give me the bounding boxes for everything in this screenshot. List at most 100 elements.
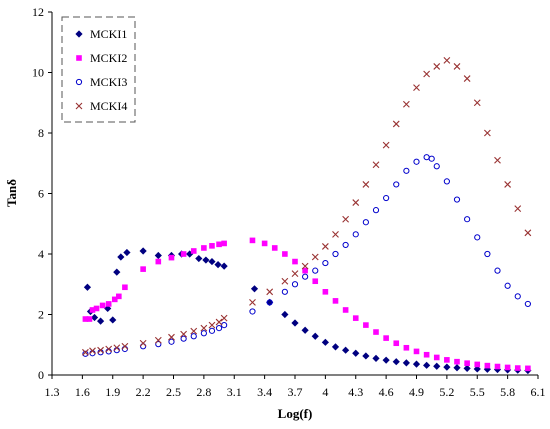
data-point	[433, 362, 441, 370]
data-point	[412, 360, 421, 368]
data-point	[383, 194, 390, 202]
y-tick-label: 6	[38, 187, 44, 201]
data-point	[121, 345, 129, 353]
x-tick-label: 5.2	[439, 385, 454, 399]
x-axis-label: Log(f)	[278, 406, 313, 421]
data-point	[180, 330, 188, 338]
legend-label: MCKI1	[90, 27, 127, 41]
data-point	[281, 277, 289, 285]
data-point	[154, 336, 162, 344]
data-point	[464, 216, 471, 223]
data-point	[97, 346, 104, 354]
legend-marker	[76, 55, 82, 61]
data-point	[514, 205, 522, 213]
legend-item-mcki3: MCKI3	[75, 75, 127, 89]
data-point	[312, 267, 319, 274]
data-point	[209, 243, 215, 249]
data-point	[363, 322, 369, 328]
legend-item-mcki2: MCKI2	[76, 51, 127, 65]
data-point	[484, 250, 491, 258]
data-point	[372, 354, 380, 362]
data-point	[474, 361, 481, 368]
data-point	[454, 358, 460, 365]
x-tick-label: 1.6	[75, 385, 90, 399]
data-point	[524, 229, 532, 237]
data-point	[423, 361, 431, 369]
data-point	[321, 338, 329, 346]
data-point	[453, 196, 461, 203]
data-point	[433, 63, 441, 70]
data-point	[423, 70, 431, 78]
data-point	[464, 360, 470, 367]
x-tick-label: 4.9	[409, 385, 424, 399]
data-point	[89, 347, 96, 355]
data-point	[190, 248, 197, 254]
legend-marker	[75, 102, 83, 110]
data-point	[281, 288, 288, 295]
data-point	[311, 332, 319, 340]
data-point	[99, 302, 106, 309]
data-point	[525, 365, 531, 372]
series-mcki3	[82, 154, 531, 357]
legend-marker	[75, 30, 83, 38]
data-point	[332, 230, 339, 238]
data-point	[261, 240, 268, 247]
data-point	[453, 364, 461, 372]
data-point	[82, 348, 89, 356]
data-point	[123, 248, 131, 257]
data-point	[514, 365, 521, 371]
data-point	[190, 333, 197, 340]
x-tick-label: 2.5	[166, 385, 181, 399]
legend-label: MCKI2	[90, 51, 127, 65]
data-point	[362, 219, 369, 226]
data-point	[168, 333, 175, 341]
data-point	[200, 324, 208, 332]
x-tick-label: 3.4	[257, 385, 272, 399]
data-point	[291, 281, 299, 288]
data-point	[201, 245, 207, 251]
data-point	[113, 268, 121, 276]
y-tick-label: 2	[38, 308, 44, 322]
data-point	[82, 350, 89, 357]
x-tick-label: 1.9	[105, 385, 120, 399]
data-point	[109, 316, 117, 324]
x-tick-label: 6.1	[531, 385, 546, 399]
data-point	[423, 154, 430, 161]
data-point	[362, 352, 370, 360]
legend: MCKI1 MCKI2 MCKI3 MCKI4	[61, 16, 136, 123]
data-point	[332, 250, 339, 258]
data-point	[342, 215, 350, 223]
y-tick-label: 0	[38, 368, 44, 382]
data-point	[221, 321, 228, 329]
data-point	[393, 340, 400, 347]
data-point	[266, 299, 273, 306]
data-point	[383, 335, 389, 341]
data-point	[216, 241, 222, 248]
data-point	[413, 348, 420, 355]
data-point	[372, 207, 380, 214]
data-point	[362, 181, 370, 188]
data-point	[423, 351, 430, 358]
data-point	[282, 251, 288, 257]
x-tick-label: 3.7	[288, 385, 303, 399]
data-point	[392, 120, 400, 128]
data-point	[292, 258, 298, 265]
data-point	[250, 285, 259, 293]
y-tick-label: 8	[38, 126, 44, 140]
data-point	[93, 305, 100, 312]
data-point	[208, 327, 216, 334]
data-point	[342, 346, 350, 354]
data-point	[111, 296, 118, 303]
data-point	[392, 358, 400, 366]
data-point	[139, 247, 147, 255]
series-mcki2	[82, 237, 531, 372]
x-tick-label: 4.3	[348, 385, 363, 399]
data-point	[443, 57, 451, 64]
legend-label: MCKI3	[90, 75, 127, 89]
y-axis-label: Tanδ	[4, 179, 19, 207]
data-point	[82, 316, 89, 322]
data-point	[342, 241, 349, 249]
data-point	[195, 254, 203, 263]
data-point	[433, 354, 440, 361]
